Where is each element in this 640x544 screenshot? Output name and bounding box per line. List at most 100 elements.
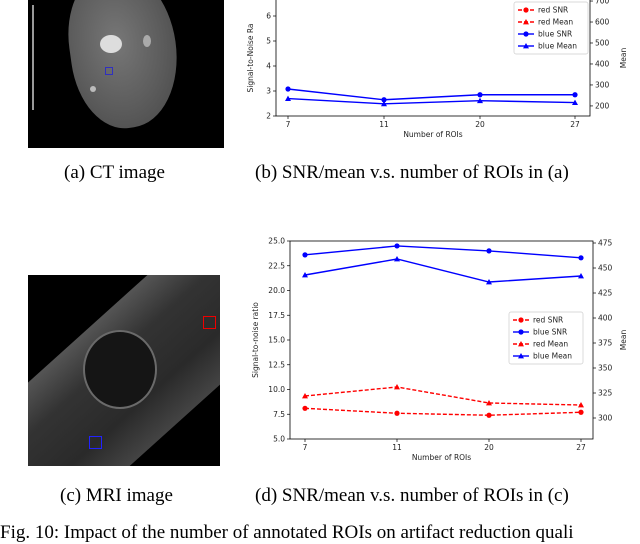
x-tick-label: 20 [475,120,485,129]
y-tick-label: 15.0 [268,336,285,345]
point-marker [518,317,524,323]
y2-tick-label: 300 [595,80,610,89]
y2-tick-label: 600 [595,18,610,27]
legend-label: red Mean [538,18,573,27]
point-marker [518,353,524,359]
y2-tick-label: 400 [598,314,613,323]
series-line-blue-mean [287,97,576,105]
y-tick-label: 2 [266,112,271,121]
ct-image [28,0,224,148]
point-marker [578,273,584,279]
point-marker [518,329,524,335]
y-tick-label: 22.5 [268,261,285,270]
y-tick-label: 6 [266,12,271,21]
legend-box [513,1,589,55]
plot-frame [275,0,591,117]
caption-c: (c) MRI image [60,485,173,506]
y2-tick-label: 425 [598,289,613,298]
legend-label: red Mean [533,340,568,349]
point-marker [394,256,400,262]
legend-label: red SNR [533,316,563,325]
series-line-red-snr [304,407,582,416]
legend-label: blue Mean [538,42,577,51]
legend-label: blue SNR [538,30,572,39]
y-tick-label: 3 [266,87,271,96]
series-line-blue-snr [287,88,575,101]
caption-b: (b) SNR/mean v.s. number of ROIs in (a) [255,162,569,183]
ct-roi-blue [105,67,113,75]
point-marker [394,384,400,390]
y2-tick-label: 450 [598,264,613,273]
mri-roi-blue [89,436,102,449]
x-tick-label: 7 [303,443,308,452]
point-marker [486,248,492,254]
y-tick-label: 17.5 [268,311,285,320]
point-marker [578,255,584,261]
y2-tick-label: 475 [598,239,613,248]
point-marker [477,97,483,104]
mri-roi-red [203,316,216,329]
y2-tick-label: 400 [595,59,610,68]
y-tick-label: 10.0 [268,385,285,394]
legend-box [508,311,584,365]
legend-label: blue SNR [533,328,567,337]
chart-snr-mri: 5.0 7.5 10.0 12.5 15.0 17.5 20.0 22.5 25.0 300 325… [251,237,628,463]
point-marker [518,341,524,347]
point-marker [486,412,492,418]
point-marker [394,410,400,416]
point-marker [486,400,492,406]
point-marker [486,279,492,285]
y2-tick-label: 500 [595,38,610,47]
point-marker [285,95,291,101]
series-line-blue-snr [304,245,582,259]
series-line-red-mean [304,386,582,406]
series-line-blue-mean [304,258,582,283]
legend-label: red SNR [538,6,568,15]
x-axis-label: Number of ROIs [403,130,462,139]
x-tick-label: 20 [484,443,494,452]
point-marker [523,31,529,37]
point-marker [302,393,308,399]
y-axis-label: Signal-to-Noise Ra [246,24,255,93]
chart-snr-ct: 2 3 4 5 6 200 300 400 500 600 700 7 11 20 27 Number of … [246,0,628,139]
y-axis-label: Signal-to-noise ratio [251,302,260,378]
point-marker [381,100,387,107]
y2-tick-label: 350 [598,364,613,373]
mri-image [28,275,220,466]
y2-tick-label: 375 [598,339,613,348]
point-marker [302,405,308,411]
ct-vertebra [100,35,122,53]
y-tick-label: 12.5 [268,360,285,369]
y-tick-label: 5.0 [273,435,285,444]
y2-axis-label: Mean [619,48,628,69]
y2-axis-label: Mean [619,330,628,351]
y-tick-label: 7.5 [273,410,285,419]
y2-tick-label: 700 [595,0,610,6]
y-tick-label: 4 [266,62,271,71]
point-marker [523,19,529,25]
point-marker [381,97,387,103]
legend-label: blue Mean [533,352,572,361]
y-tick-label: 5 [266,37,271,46]
x-tick-label: 27 [570,120,580,129]
caption-a: (a) CT image [64,162,165,183]
y2-tick-label: 200 [595,101,610,110]
point-marker [302,252,308,258]
point-marker [578,402,584,408]
point-marker [572,92,578,98]
x-tick-label: 11 [379,120,389,129]
point-marker [578,409,584,415]
y-tick-label: 20.0 [268,286,285,295]
ct-table-edge [32,5,34,110]
ct-bone [90,86,96,92]
y2-tick-label: 300 [598,414,613,423]
point-marker [477,92,483,98]
mri-heart [83,330,157,409]
y-tick-label: 25.0 [268,237,285,246]
x-tick-label: 11 [392,443,402,452]
y2-tick-label: 325 [598,389,613,398]
point-marker [572,99,578,105]
x-tick-label: 7 [286,120,291,129]
ct-bone [143,35,151,47]
caption-d: (d) SNR/mean v.s. number of ROIs in (c) [255,485,569,506]
